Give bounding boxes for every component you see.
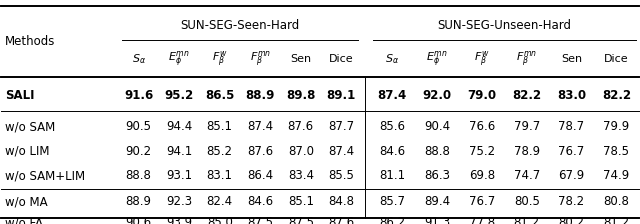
Text: 91.6: 91.6 (124, 89, 154, 102)
Text: Dice: Dice (604, 54, 628, 64)
Text: 81.1: 81.1 (380, 169, 405, 182)
Text: SUN-SEG-Unseen-Hard: SUN-SEG-Unseen-Hard (437, 19, 572, 32)
Text: 87.4: 87.4 (247, 120, 273, 133)
Text: 82.2: 82.2 (512, 89, 541, 102)
Text: 88.8: 88.8 (424, 145, 450, 158)
Text: 84.6: 84.6 (247, 195, 273, 208)
Text: 79.7: 79.7 (513, 120, 540, 133)
Text: 78.2: 78.2 (559, 195, 584, 208)
Text: $F_\beta^w$: $F_\beta^w$ (212, 50, 227, 69)
Text: 88.9: 88.9 (246, 89, 275, 102)
Text: 83.0: 83.0 (557, 89, 586, 102)
Text: $E_\phi^{mn}$: $E_\phi^{mn}$ (168, 50, 190, 69)
Text: 85.1: 85.1 (207, 120, 233, 133)
Text: 85.7: 85.7 (380, 195, 405, 208)
Text: 88.8: 88.8 (125, 169, 152, 182)
Text: w/o SAM: w/o SAM (5, 120, 56, 133)
Text: 76.6: 76.6 (468, 120, 495, 133)
Text: w/o MA: w/o MA (5, 195, 48, 208)
Text: 86.2: 86.2 (380, 216, 405, 224)
Text: 78.9: 78.9 (514, 145, 540, 158)
Text: 85.6: 85.6 (380, 120, 405, 133)
Text: 79.0: 79.0 (467, 89, 497, 102)
Text: 69.8: 69.8 (469, 169, 495, 182)
Text: $S_\alpha$: $S_\alpha$ (385, 52, 399, 66)
Text: Sen: Sen (561, 54, 582, 64)
Text: 84.6: 84.6 (380, 145, 405, 158)
Text: 94.1: 94.1 (166, 145, 193, 158)
Text: 78.5: 78.5 (604, 145, 629, 158)
Text: 84.8: 84.8 (328, 195, 355, 208)
Text: 76.7: 76.7 (468, 195, 495, 208)
Text: $S_\alpha$: $S_\alpha$ (132, 52, 146, 66)
Text: 87.7: 87.7 (328, 120, 355, 133)
Text: SALI: SALI (5, 89, 35, 102)
Text: $F_\beta^{mn}$: $F_\beta^{mn}$ (516, 50, 538, 69)
Text: 90.4: 90.4 (424, 120, 450, 133)
Text: w/o SAM+LIM: w/o SAM+LIM (5, 169, 85, 182)
Text: 81.2: 81.2 (514, 216, 540, 224)
Text: 87.5: 87.5 (288, 216, 314, 224)
Text: 93.1: 93.1 (166, 169, 192, 182)
Text: 87.4: 87.4 (378, 89, 407, 102)
Text: 82.4: 82.4 (207, 195, 233, 208)
Text: 86.4: 86.4 (247, 169, 273, 182)
Text: 87.4: 87.4 (328, 145, 355, 158)
Text: 77.8: 77.8 (469, 216, 495, 224)
Text: 76.7: 76.7 (558, 145, 585, 158)
Text: w/o FA: w/o FA (5, 216, 43, 224)
Text: 83.1: 83.1 (207, 169, 233, 182)
Text: 89.4: 89.4 (424, 195, 450, 208)
Text: 89.8: 89.8 (286, 89, 316, 102)
Text: 81.2: 81.2 (604, 216, 629, 224)
Text: 93.9: 93.9 (166, 216, 192, 224)
Text: 90.2: 90.2 (125, 145, 152, 158)
Text: 87.6: 87.6 (328, 216, 355, 224)
Text: 87.5: 87.5 (247, 216, 273, 224)
Text: 87.0: 87.0 (288, 145, 314, 158)
Text: 91.3: 91.3 (424, 216, 450, 224)
Text: 80.5: 80.5 (514, 195, 540, 208)
Text: 85.1: 85.1 (288, 195, 314, 208)
Text: 67.9: 67.9 (558, 169, 585, 182)
Text: 95.2: 95.2 (164, 89, 194, 102)
Text: 74.7: 74.7 (513, 169, 540, 182)
Text: Methods: Methods (5, 35, 56, 48)
Text: 90.6: 90.6 (125, 216, 152, 224)
Text: 80.8: 80.8 (604, 195, 629, 208)
Text: 92.0: 92.0 (422, 89, 452, 102)
Text: 80.2: 80.2 (559, 216, 584, 224)
Text: 83.4: 83.4 (288, 169, 314, 182)
Text: 82.2: 82.2 (602, 89, 631, 102)
Text: Sen: Sen (290, 54, 312, 64)
Text: 90.5: 90.5 (125, 120, 152, 133)
Text: 89.1: 89.1 (326, 89, 356, 102)
Text: 88.9: 88.9 (125, 195, 152, 208)
Text: 78.7: 78.7 (559, 120, 584, 133)
Text: 85.0: 85.0 (207, 216, 233, 224)
Text: 86.3: 86.3 (424, 169, 450, 182)
Text: 74.9: 74.9 (603, 169, 630, 182)
Text: 86.5: 86.5 (205, 89, 234, 102)
Text: 87.6: 87.6 (247, 145, 273, 158)
Text: SUN-SEG-Seen-Hard: SUN-SEG-Seen-Hard (180, 19, 300, 32)
Text: Dice: Dice (329, 54, 354, 64)
Text: $F_\beta^{mn}$: $F_\beta^{mn}$ (250, 50, 271, 69)
Text: 85.2: 85.2 (207, 145, 233, 158)
Text: 87.6: 87.6 (288, 120, 314, 133)
Text: $E_\phi^{mn}$: $E_\phi^{mn}$ (426, 50, 448, 69)
Text: 75.2: 75.2 (469, 145, 495, 158)
Text: 94.4: 94.4 (166, 120, 193, 133)
Text: 92.3: 92.3 (166, 195, 192, 208)
Text: 85.5: 85.5 (328, 169, 355, 182)
Text: w/o LIM: w/o LIM (5, 145, 50, 158)
Text: $F_\beta^w$: $F_\beta^w$ (474, 50, 490, 69)
Text: 79.9: 79.9 (603, 120, 630, 133)
